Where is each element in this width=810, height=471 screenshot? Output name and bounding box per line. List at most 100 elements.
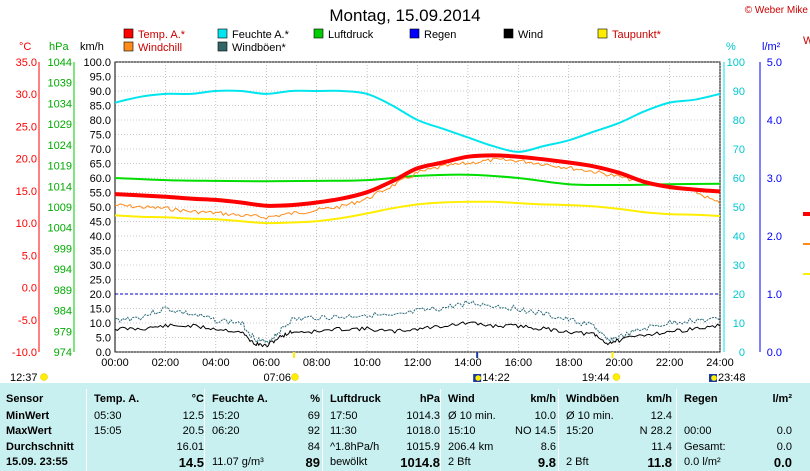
partial-right-label: W	[803, 35, 810, 47]
tick-label-wind_kmh: 55.0	[90, 188, 111, 200]
tick-label-temp_c: 20.0	[16, 154, 37, 166]
stats-hum-time: 11.07 g/m³	[212, 456, 264, 468]
tick-label-hum_pct: 20	[733, 289, 745, 301]
tick-label-press_hpa: 999	[54, 243, 72, 255]
tick-label-press_hpa: 1004	[48, 223, 72, 235]
tick-label-wind_kmh: 80.0	[90, 115, 111, 127]
stats-press-value: 1014.3	[406, 410, 440, 422]
stats-temp-value: 12.5	[182, 410, 204, 422]
tick-label-wind_kmh: 60.0	[90, 173, 111, 185]
unit-press: hPa	[49, 41, 69, 53]
tick-label-rain_lm2: 5.0	[767, 57, 782, 69]
stats-header-wind: Wind	[448, 393, 475, 405]
stats-column-separator	[86, 389, 87, 471]
tick-label-temp_c: 25.0	[16, 121, 37, 133]
time-marker-sunset: 19:44	[582, 372, 610, 383]
stats-rain-value: 0.0	[773, 455, 792, 470]
x-tick-label: 10:00	[353, 357, 381, 369]
tick-label-press_hpa: 1009	[48, 202, 72, 214]
stats-hum-time: 15:20	[212, 410, 240, 422]
series-line-taupunkt	[114, 200, 721, 225]
tick-label-hum_pct: 10	[733, 318, 745, 330]
stats-press-time: 17:50	[330, 410, 358, 422]
stats-rain-time: Gesamt:	[684, 441, 726, 453]
x-tick-label: 00:00	[101, 357, 129, 369]
stats-wind-time: 2 Bft	[448, 456, 471, 468]
legend-swatch	[123, 41, 134, 52]
tick-label-press_hpa: 979	[54, 326, 72, 338]
chart-title: Montag, 15.09.2014	[329, 6, 480, 25]
stats-unit-gust: km/h	[646, 393, 672, 405]
legend-label: Windchill	[138, 42, 182, 54]
legend-swatch	[313, 28, 324, 39]
sun-icon	[40, 373, 48, 381]
tick-label-rain_lm2: 0.0	[767, 347, 782, 359]
tick-label-wind_kmh: 35.0	[90, 246, 111, 258]
stats-wind-value: 9.8	[537, 455, 556, 470]
tick-label-press_hpa: 994	[54, 264, 72, 276]
tick-label-wind_kmh: 50.0	[90, 202, 111, 214]
legend-swatch	[217, 28, 228, 39]
stats-row-label: MaxWert	[6, 425, 52, 437]
legend-label: Luftdruck	[328, 29, 374, 41]
unit-temp: °C	[19, 41, 31, 53]
stats-gust-time: 15:20	[566, 425, 594, 437]
tick-label-temp_c: 35.0	[16, 57, 37, 69]
series-line-windchill	[114, 157, 721, 220]
stats-rain-time: 00:00	[684, 425, 712, 437]
time-marker-moonset: 23:48	[718, 372, 746, 383]
x-tick-label: 06:00	[252, 357, 280, 369]
tick-label-press_hpa: 974	[54, 347, 72, 359]
stats-unit-wind: km/h	[530, 393, 556, 405]
time-marker-moonrise: 14:22	[482, 372, 510, 383]
x-tick-label: 08:00	[303, 357, 331, 369]
tick-label-rain_lm2: 1.0	[767, 289, 782, 301]
stats-temp-value: 14.5	[178, 455, 204, 470]
stats-column-separator	[676, 389, 677, 471]
tick-label-wind_kmh: 0.0	[96, 347, 111, 359]
x-tick-label: 02:00	[152, 357, 180, 369]
series-line-wind	[114, 321, 721, 348]
x-tick-label: 18:00	[555, 357, 583, 369]
stats-table: Sensor MinWert MaxWert Durchschnitt 15.09. 2…	[0, 389, 810, 471]
stats-header-hum: Feuchte A.	[212, 393, 268, 405]
tick-label-rain_lm2: 2.0	[767, 231, 782, 243]
tick-label-hum_pct: 30	[733, 260, 745, 272]
tick-label-temp_c: 0.0	[22, 283, 37, 295]
right-edge-temp-marker	[803, 212, 810, 216]
tick-label-wind_kmh: 95.0	[90, 72, 111, 84]
stats-gust-value: 12.4	[650, 410, 672, 422]
legend-swatch	[597, 28, 608, 39]
sunset-sun-icon	[612, 373, 621, 381]
tick-label-temp_c: -5.0	[18, 315, 37, 327]
tick-label-wind_kmh: 5.0	[96, 333, 111, 345]
tick-label-wind_kmh: 65.0	[90, 159, 111, 171]
stats-unit-temp: °C	[191, 393, 204, 405]
tick-label-wind_kmh: 70.0	[90, 144, 111, 156]
tick-label-wind_kmh: 90.0	[90, 86, 111, 98]
stats-wind-value: NO 14.5	[515, 425, 556, 437]
legend-label: Taupunkt*	[612, 29, 662, 41]
stats-gust-value: N 28.2	[639, 425, 672, 437]
tick-label-hum_pct: 40	[733, 231, 745, 243]
bottom-time-markers: 12:37 07:06 14:22 19:44 23:48	[10, 352, 745, 383]
series-lines	[114, 89, 810, 348]
legend-label: Feuchte A.*	[232, 29, 290, 41]
tick-label-wind_kmh: 45.0	[90, 217, 111, 229]
tick-label-wind_kmh: 10.0	[90, 318, 111, 330]
stats-press-value: 1015.9	[406, 441, 440, 453]
tick-label-wind_kmh: 85.0	[90, 101, 111, 113]
stats-press-time: ^1.8hPa/h	[330, 441, 380, 453]
stats-wind-time: 15:10	[448, 425, 476, 437]
stats-unit-rain: l/m²	[772, 393, 792, 405]
stats-press-value: 1018.0	[406, 425, 440, 437]
legend-swatch	[503, 28, 514, 39]
tick-label-press_hpa: 989	[54, 285, 72, 297]
stats-temp-time: 05:30	[94, 410, 122, 422]
tick-label-rain_lm2: 3.0	[767, 173, 782, 185]
moonset-moon-icon-glyph	[711, 375, 717, 381]
tick-label-hum_pct: 100	[727, 57, 745, 69]
stats-row-label: Durchschnitt	[6, 441, 74, 453]
series-line-luftdruck	[114, 173, 721, 187]
legend-label: Temp. A.*	[138, 29, 186, 41]
